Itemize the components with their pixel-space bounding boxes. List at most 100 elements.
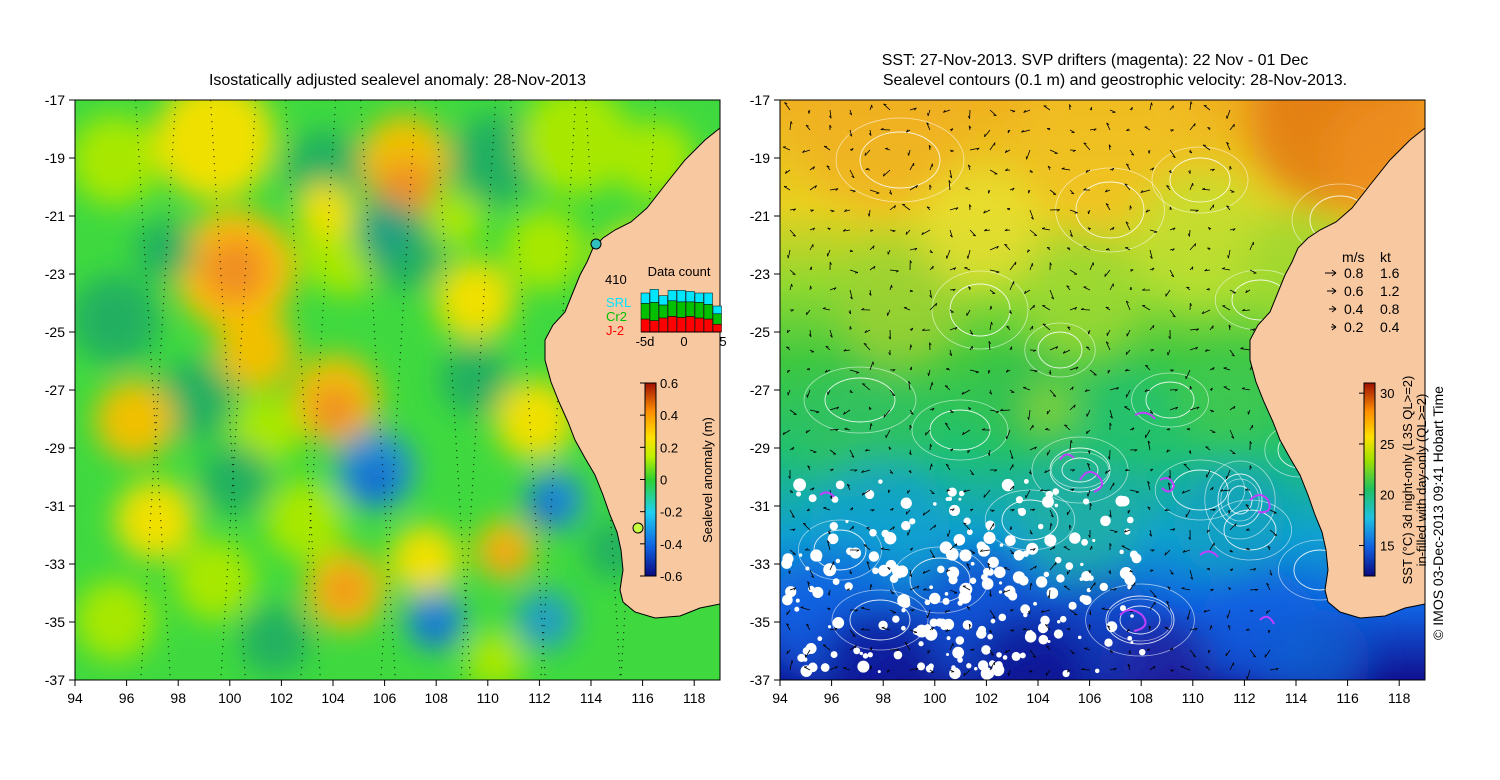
track-dot	[649, 191, 651, 193]
contour-ring	[1001, 499, 1059, 541]
velocity-arrow	[784, 102, 791, 111]
velocity-arrow-head	[979, 549, 983, 552]
track-dot	[154, 436, 157, 438]
track-dot	[308, 548, 310, 550]
velocity-arrow-head	[1196, 406, 1200, 410]
track-dot	[394, 667, 396, 669]
velocity-arrow-head	[1168, 170, 1172, 174]
velocity-arrow	[908, 149, 911, 156]
track-dot	[303, 408, 305, 410]
lat-tick-label: -27	[45, 382, 65, 398]
velocity-arrow	[787, 389, 791, 396]
track-dot	[141, 212, 143, 214]
velocity-arrow	[1109, 667, 1117, 671]
track-dot	[300, 359, 302, 361]
cloud-gap	[900, 497, 912, 509]
velocity-arrow	[922, 569, 931, 574]
track-dot	[477, 387, 479, 389]
velocity-arrow-head	[793, 208, 796, 212]
cloud-gap	[1018, 575, 1029, 586]
track-dot	[145, 282, 148, 284]
velocity-arrow-head	[1182, 549, 1186, 553]
velocity-arrow-head	[844, 209, 847, 212]
track-dot	[479, 352, 482, 354]
velocity-arrow	[909, 585, 920, 591]
cloud-gap	[1065, 562, 1074, 570]
cloud-gap	[862, 653, 869, 659]
cloud-gap	[977, 660, 989, 671]
track-dot	[138, 156, 140, 158]
track-dot	[150, 513, 152, 515]
velocity-arrow-head	[1127, 663, 1131, 667]
velocity-arrow	[809, 569, 815, 578]
bar-cr2	[703, 304, 713, 320]
track-dot	[234, 506, 236, 508]
track-dot	[455, 443, 457, 445]
track-dot	[327, 219, 330, 221]
track-dot	[549, 527, 551, 529]
velocity-arrow-head	[812, 227, 816, 231]
velocity-arrow	[966, 563, 971, 571]
velocity-arrow	[1249, 328, 1256, 331]
velocity-arrow-head	[995, 411, 1000, 414]
track-dot	[171, 163, 173, 165]
velocity-arrow-head	[868, 132, 872, 136]
track-dot	[371, 296, 373, 298]
velocity-arrow-head	[805, 124, 809, 127]
velocity-arrow-head	[812, 487, 815, 491]
velocity-arrow-head	[896, 649, 900, 652]
contour-ring	[835, 117, 965, 203]
velocity-arrow-head	[945, 463, 949, 466]
track-dot	[462, 562, 464, 564]
velocity-arrow-head	[1004, 228, 1008, 231]
velocity-arrow	[843, 667, 851, 671]
cloud-gap	[835, 480, 845, 490]
velocity-arrow-head	[1029, 670, 1033, 673]
data-count-total: 410	[605, 272, 627, 287]
velocity-arrow-head	[1135, 491, 1139, 494]
velocity-arrow-head	[792, 273, 796, 275]
velocity-arrow-head	[1154, 231, 1158, 234]
lon-tick-label: 104	[1026, 690, 1050, 706]
track-dot	[169, 184, 172, 186]
track-dot	[156, 415, 158, 417]
velocity-arrow-head	[1051, 296, 1054, 300]
track-dot	[649, 198, 651, 200]
velocity-arrow	[929, 489, 935, 494]
velocity-arrow-head	[991, 510, 995, 512]
velocity-arrow	[984, 229, 991, 232]
track-dot	[157, 478, 159, 480]
track-dot	[306, 576, 308, 578]
track-dot	[150, 352, 152, 354]
track-dot	[512, 142, 514, 144]
track-dot	[447, 310, 449, 312]
velocity-arrow-head	[1113, 588, 1117, 591]
lat-tick-label: -19	[45, 150, 65, 166]
track-dot	[147, 555, 149, 557]
track-dot	[589, 177, 591, 179]
sla-colorbar: 0.60.40.20-0.2-0.4-0.6 Sealevel anomaly …	[640, 376, 715, 584]
cloud-gap	[1139, 648, 1146, 656]
track-dot	[386, 534, 388, 536]
cloud-gap	[962, 620, 973, 630]
cloud-gap	[974, 667, 978, 671]
velocity-arrow	[789, 549, 796, 555]
cloud-gap	[796, 491, 802, 497]
lon-tick-label: 116	[631, 690, 654, 706]
track-dot	[461, 660, 463, 662]
track-dot	[613, 569, 615, 571]
velocity-arrow-head	[829, 261, 832, 265]
track-dot	[326, 247, 328, 249]
track-dot	[453, 401, 455, 403]
track-dot	[231, 485, 234, 487]
velocity-arrow	[861, 607, 871, 611]
sst-cb-tick-label: 15	[1380, 539, 1394, 554]
track-dot	[653, 121, 655, 123]
velocity-arrow	[789, 587, 797, 591]
velocity-arrow-head	[1011, 509, 1015, 512]
velocity-arrow	[1049, 189, 1057, 195]
lat-tick-label: -35	[750, 614, 770, 630]
lon-tick-label: 108	[425, 690, 449, 706]
contour-ring	[1050, 451, 1110, 489]
track-dot	[441, 205, 443, 207]
